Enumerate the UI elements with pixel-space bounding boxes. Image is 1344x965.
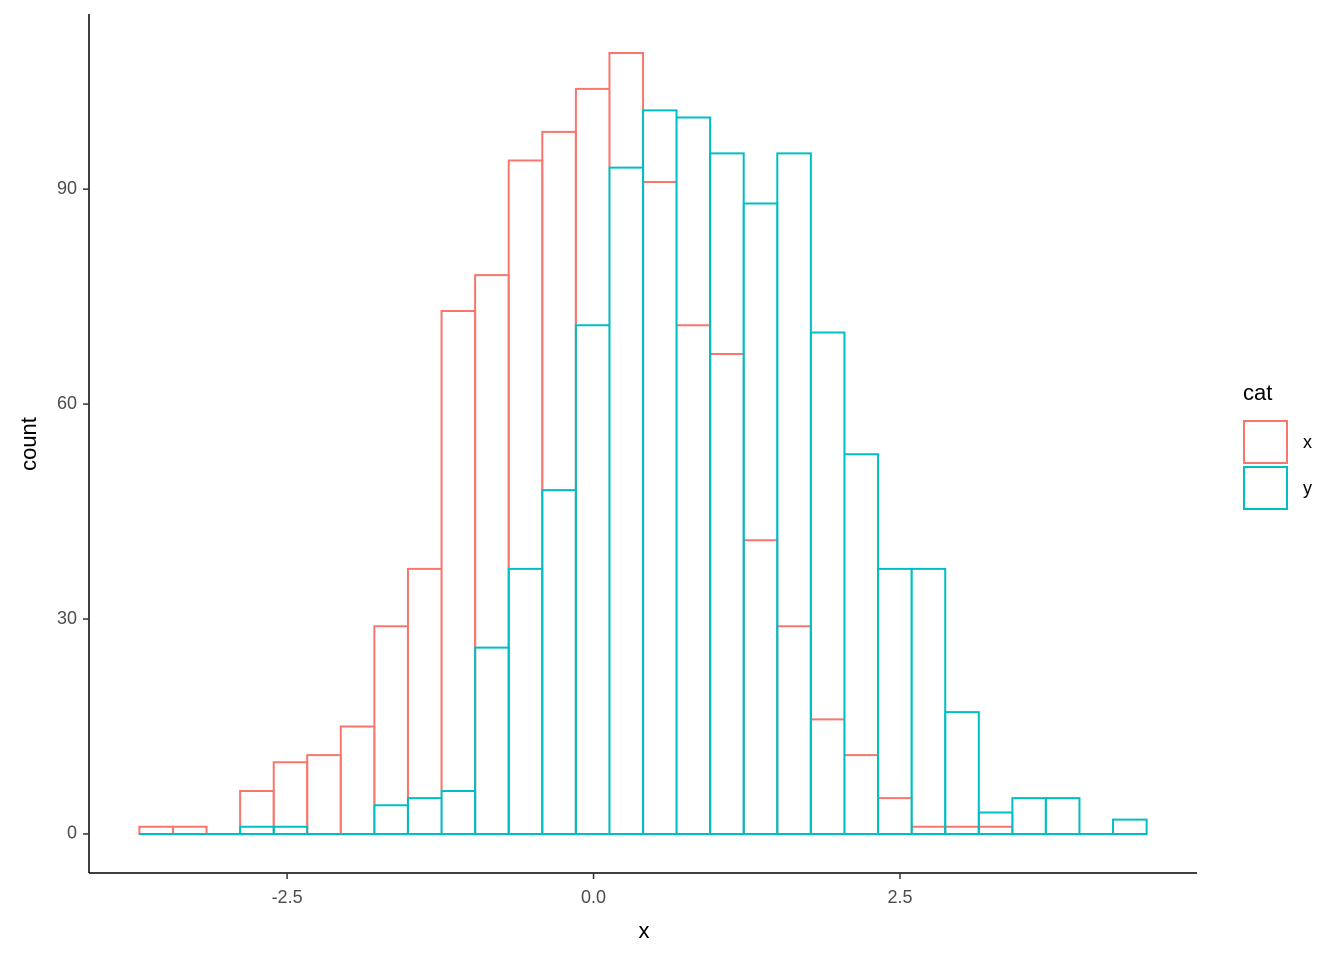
- histogram-bar: [272, 825, 309, 835]
- histogram-bar: [1011, 797, 1047, 835]
- histogram-bar: [910, 825, 947, 835]
- histogram-bar: [541, 489, 577, 835]
- histogram-bar: [272, 761, 309, 835]
- histogram-bar: [843, 754, 880, 835]
- histogram-bar: [440, 309, 477, 835]
- histogram-bar: [776, 625, 812, 835]
- histogram-bar: [406, 567, 443, 835]
- histogram-bar: [474, 274, 510, 835]
- legend-key: [1243, 466, 1288, 510]
- histogram-bar: [675, 324, 712, 835]
- histogram-bar: [944, 711, 980, 835]
- histogram-bar: [877, 567, 913, 835]
- histogram-bar: [675, 116, 712, 835]
- x-tick-label: 0.0: [581, 887, 606, 907]
- histogram-bar: [406, 797, 443, 835]
- histogram-bar: [373, 804, 409, 835]
- histogram-bar: [440, 789, 477, 835]
- histogram-bar: [809, 331, 846, 835]
- histogram-bar: [306, 754, 342, 835]
- histogram-bar: [977, 811, 1014, 835]
- histogram-bar: [171, 825, 208, 835]
- histogram-bar: [910, 567, 947, 835]
- histogram-bar: [776, 152, 812, 835]
- histogram-bar: [1112, 818, 1148, 835]
- legend-key: [1243, 420, 1288, 464]
- histogram-bar: [541, 130, 577, 835]
- y-tick-label: 60: [57, 393, 77, 413]
- histogram-bar: [373, 625, 409, 835]
- x-tick-label: 2.5: [887, 887, 912, 907]
- y-axis-label: count: [16, 417, 41, 471]
- histogram-bar: [709, 352, 745, 835]
- histogram-bar: [809, 718, 846, 835]
- histogram-bar: [507, 159, 544, 835]
- histogram-bar: [339, 725, 376, 835]
- histogram-bar: [709, 152, 745, 835]
- legend-title: cat: [1243, 380, 1272, 405]
- histogram-bar: [742, 202, 779, 835]
- histogram-bar: [507, 567, 544, 835]
- histogram-bar: [843, 453, 880, 835]
- histogram-bar: [608, 166, 645, 835]
- histogram-bar: [608, 52, 645, 835]
- x-tick-label: -2.5: [272, 887, 303, 907]
- histogram-bar: [574, 87, 611, 835]
- histogram-bar: [877, 797, 913, 835]
- histogram-bar: [944, 825, 980, 835]
- histogram-bar: [642, 181, 678, 835]
- histogram-bar: [474, 646, 510, 835]
- histogram-bar: [574, 324, 611, 835]
- y-tick-label: 90: [57, 178, 77, 198]
- histogram-bar: [642, 109, 678, 835]
- y-tick-label: 0: [67, 823, 77, 843]
- legend-label: x: [1303, 432, 1312, 452]
- histogram-bar: [138, 825, 174, 835]
- histogram-bar: [239, 825, 275, 835]
- y-tick-label: 30: [57, 608, 77, 628]
- histogram-bar: [977, 825, 1014, 835]
- x-axis-label: x: [639, 918, 650, 943]
- histogram-bar: [742, 539, 779, 835]
- legend-label: y: [1303, 478, 1312, 498]
- histogram-bar: [1044, 797, 1081, 835]
